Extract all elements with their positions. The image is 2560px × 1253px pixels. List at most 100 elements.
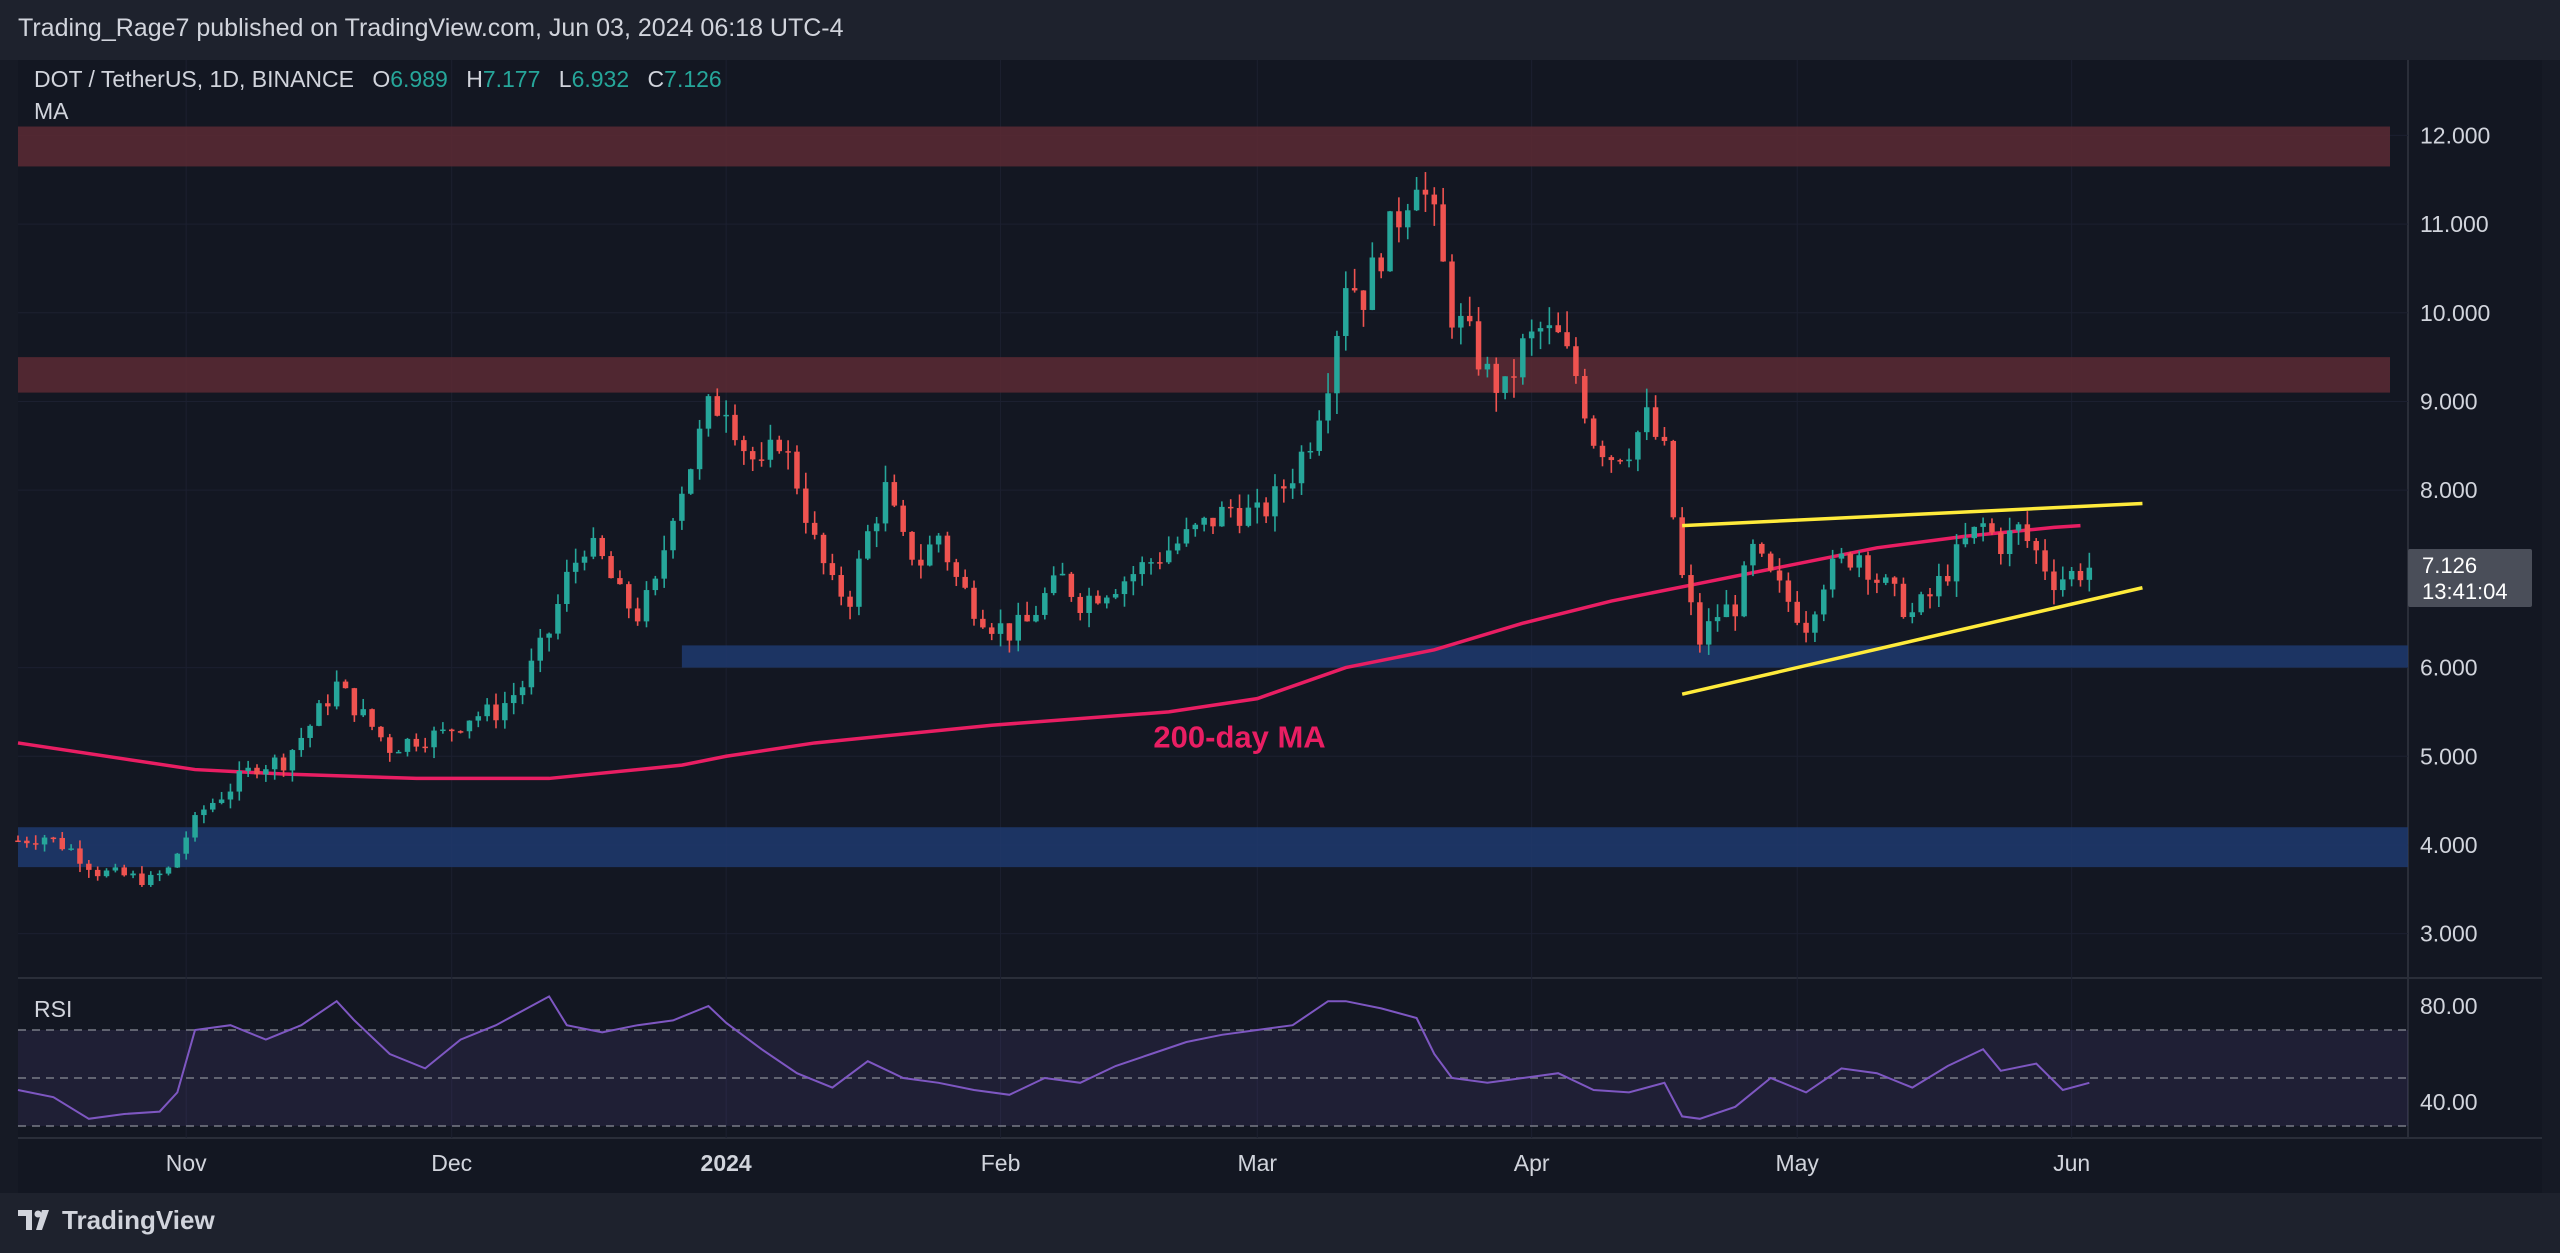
candle-body — [537, 637, 544, 661]
candle-body — [15, 840, 21, 843]
current-price: 7.126 — [2422, 553, 2478, 578]
brand-name: TradingView — [62, 1204, 215, 1235]
candle-body — [1263, 502, 1269, 517]
price-tick-label: 5.000 — [2420, 743, 2478, 769]
candle-body — [395, 751, 402, 754]
candle-body — [1458, 315, 1464, 328]
candle-body — [1626, 459, 1632, 462]
candle-body — [1475, 321, 1482, 370]
candle-body — [1387, 211, 1393, 272]
candle-body — [50, 837, 57, 840]
bottom-bar — [0, 1193, 2560, 1253]
candle-body — [1918, 594, 1924, 613]
candle-body — [1821, 589, 1827, 615]
high-value: 7.177 — [482, 66, 541, 92]
candle-body — [997, 623, 1004, 634]
candle-body — [679, 493, 685, 521]
candle-body — [1608, 457, 1615, 461]
candle-body — [1944, 575, 1951, 582]
candle-body — [1980, 523, 1986, 527]
rsi-pane: 80.00 40.00 — [17, 993, 2478, 1127]
candle-body — [1148, 562, 1154, 564]
candle-body — [1785, 580, 1792, 602]
symbol-label: DOT / TetherUS, 1D, BINANCE — [34, 66, 354, 92]
candle-body — [1794, 601, 1800, 623]
candle-body — [148, 874, 154, 886]
candle-body — [918, 559, 924, 566]
candle-body — [1396, 211, 1402, 228]
candle-body — [1227, 506, 1234, 509]
candle-body — [440, 729, 446, 732]
candle-body — [1697, 602, 1703, 645]
candle-body — [953, 562, 960, 577]
candle-body — [1750, 543, 1756, 566]
candle-body — [1351, 288, 1358, 291]
candle-body — [2068, 570, 2075, 580]
candle-body — [634, 608, 641, 622]
candle-body — [546, 633, 552, 638]
candle-body — [528, 660, 535, 688]
candle-body — [1192, 524, 1199, 530]
candle-body — [218, 799, 225, 803]
candle-body — [1953, 544, 1960, 582]
candle-body — [112, 867, 119, 871]
candle-body — [1165, 550, 1172, 563]
time-tick-label: May — [1775, 1150, 1819, 1176]
tradingview-brand[interactable]: TradingView — [18, 1204, 215, 1236]
current-price-badge: 7.126 13:41:04 — [2408, 549, 2532, 607]
candle-body — [413, 738, 420, 747]
candle-body — [351, 688, 358, 716]
chart-area[interactable] — [18, 60, 2542, 1193]
wedge-upper-line — [1682, 501, 2143, 528]
candle-body — [1900, 583, 1907, 618]
price-tick-label: 8.000 — [2420, 477, 2478, 503]
candle-body — [289, 750, 296, 771]
candle-body — [1219, 506, 1225, 527]
candle-body — [519, 687, 526, 696]
candle-body — [1573, 346, 1579, 377]
support-zone — [18, 827, 2408, 868]
rsi-label[interactable]: RSI — [34, 996, 73, 1022]
candle-body — [1962, 538, 1969, 545]
candle-body — [165, 867, 172, 874]
candle-body — [811, 522, 818, 535]
candle-body — [1174, 543, 1181, 551]
time-tick-label: Nov — [166, 1150, 207, 1176]
candle-body — [1157, 562, 1163, 564]
time-tick-label: Dec — [431, 1150, 472, 1176]
candle-body — [643, 590, 650, 622]
candle-body — [1617, 460, 1623, 462]
indicator-label[interactable]: MA — [34, 98, 69, 124]
price-tick-label: 10.000 — [2420, 300, 2490, 326]
candle-body — [236, 771, 243, 792]
candle-body — [1502, 376, 1508, 393]
candle-body — [599, 537, 605, 557]
candle-body — [1024, 614, 1030, 622]
candle-body — [988, 627, 995, 634]
candle-body — [723, 414, 729, 417]
published-caption: Trading_Rage7 published on TradingView.c… — [18, 14, 844, 42]
candle-body — [1874, 579, 1880, 583]
candle-body — [156, 873, 163, 876]
candle-body — [1059, 573, 1066, 576]
candle-body — [1670, 440, 1677, 518]
candle-body — [670, 520, 676, 551]
high-label: H — [466, 66, 483, 92]
candle-body — [41, 837, 48, 845]
candle-body — [1652, 407, 1659, 437]
candle-body — [873, 523, 880, 532]
candle-body — [1449, 261, 1455, 328]
candle-body — [1998, 532, 2004, 555]
candle-body — [1838, 553, 1845, 559]
candle-body — [369, 709, 375, 727]
candle-body — [1422, 189, 1429, 195]
candle-body — [2060, 579, 2066, 591]
candle-body — [652, 578, 659, 591]
candle-body — [174, 853, 181, 868]
candle-body — [581, 556, 588, 563]
candle-body — [1033, 614, 1039, 622]
candle-body — [749, 451, 756, 460]
candle-body — [909, 531, 915, 560]
candle-body — [1343, 288, 1349, 336]
